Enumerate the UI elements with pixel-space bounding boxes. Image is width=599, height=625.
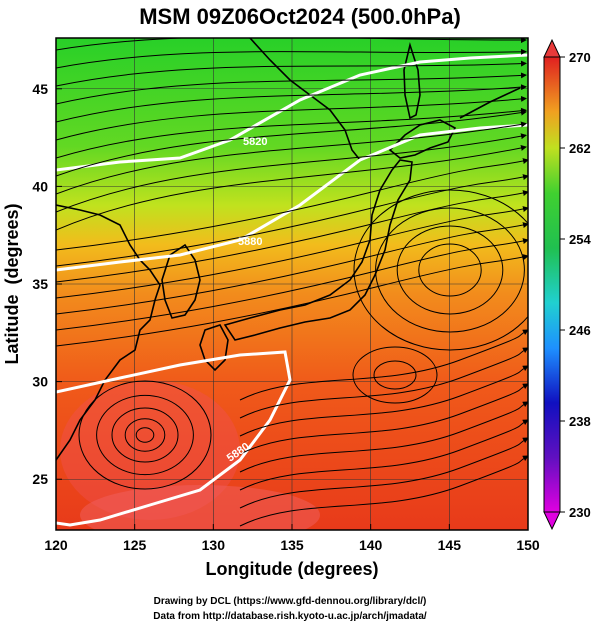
chart-title: MSM 09Z06Oct2024 (500.0hPa) <box>139 4 461 29</box>
streamline <box>56 254 528 347</box>
streamline <box>56 158 528 251</box>
colorbar-tick-label: 238 <box>569 414 591 429</box>
y-tick-label: 30 <box>32 374 48 390</box>
streamline <box>239 347 528 419</box>
streamline <box>239 365 528 437</box>
x-axis-label: Longitude (degrees) <box>205 559 378 579</box>
streamline <box>56 238 528 331</box>
streamline-cyclone <box>124 418 166 452</box>
colorbar-top-cap <box>543 38 561 58</box>
streamline-anticyclone <box>418 243 482 297</box>
streamline-anticyclone <box>396 225 504 315</box>
coast-korea-china <box>56 204 161 461</box>
colorbar-tick-label: 254 <box>569 232 591 247</box>
streamline <box>239 329 528 401</box>
streamline <box>56 84 527 123</box>
x-tick-label: 125 <box>123 537 147 553</box>
streamline-cyclone <box>78 380 212 490</box>
hot-region-south <box>80 485 320 530</box>
y-axis: 25 30 35 40 45 <box>32 81 62 487</box>
streamline <box>239 419 528 491</box>
coast-japan-honshu <box>223 159 413 341</box>
contour-southern <box>56 350 292 527</box>
colorbar-bottom-cap <box>543 511 561 531</box>
streamline <box>56 48 527 69</box>
streamline-anticyclone <box>353 189 528 351</box>
coast-sakhalin <box>403 42 421 120</box>
streamline-eddy <box>352 346 438 404</box>
streamline-eddy <box>373 360 417 390</box>
colorbar-gradient <box>543 56 561 513</box>
streamline <box>56 95 527 141</box>
y-tick-label: 40 <box>32 178 48 194</box>
streamline <box>56 72 527 105</box>
y-tick-label: 25 <box>32 471 48 487</box>
streamline <box>56 109 527 177</box>
streamline <box>56 107 527 159</box>
streamlines <box>56 38 528 527</box>
x-tick-label: 120 <box>44 537 68 553</box>
colorbar: 230 238 246 254 262 270 <box>543 38 591 531</box>
colorbar-ticks: 230 238 246 254 262 270 <box>560 50 591 520</box>
x-tick-label: 140 <box>359 537 383 553</box>
streamline <box>56 133 527 213</box>
streamline-cyclone <box>96 394 194 476</box>
streamline <box>56 222 528 315</box>
x-tick-label: 130 <box>202 537 226 553</box>
footer-credit-data: Data from http://database.rish.kyoto-u.a… <box>153 611 427 622</box>
contour-lines <box>56 53 528 527</box>
colorbar-tick-label: 262 <box>569 141 591 156</box>
coast-kurils <box>459 87 521 119</box>
warm-core-region <box>60 380 240 520</box>
y-tick-label: 35 <box>32 276 48 292</box>
streamline <box>56 121 527 195</box>
contour-label: 5880 <box>238 236 262 248</box>
streamline <box>56 174 528 267</box>
streamline <box>56 206 528 299</box>
streamline-anticyclone <box>375 207 525 333</box>
colorbar-tick-label: 230 <box>569 505 591 520</box>
streamline <box>239 401 528 473</box>
streamline <box>239 437 528 509</box>
streamline <box>56 145 527 231</box>
x-tick-label: 135 <box>280 537 304 553</box>
streamline <box>239 383 528 455</box>
coast-japan-hokkaido <box>388 119 457 159</box>
coast-japan-kyushu <box>199 324 229 372</box>
plot-area <box>56 38 528 530</box>
colorbar-tick-label: 270 <box>569 50 591 65</box>
streamline-cyclone <box>135 427 155 443</box>
contour-label: 5820 <box>243 136 267 148</box>
contour-northern <box>56 53 528 172</box>
y-axis-label: Latitude (degrees) <box>2 203 22 364</box>
y-tick-label: 45 <box>32 81 48 97</box>
streamline-cyclone <box>111 407 179 463</box>
x-axis: 120 125 130 135 140 145 150 <box>44 524 540 553</box>
streamline <box>239 455 528 527</box>
colorbar-tick-label: 246 <box>569 323 591 338</box>
x-tick-label: 145 <box>438 537 462 553</box>
streamline <box>56 38 527 51</box>
footer-credit-dcl: Drawing by DCL (https://www.gfd-dennou.o… <box>154 596 427 607</box>
coast-russia <box>249 38 361 161</box>
contour-middle <box>56 123 528 272</box>
streamline <box>56 60 527 87</box>
x-tick-label: 150 <box>516 537 540 553</box>
